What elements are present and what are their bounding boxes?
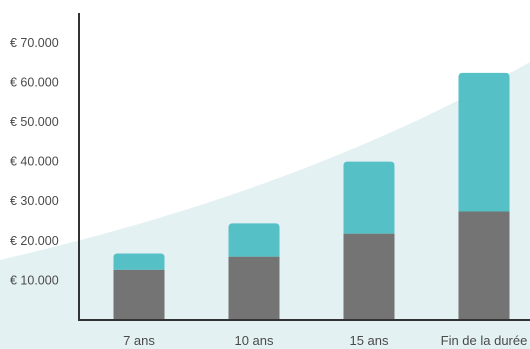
x-tick-label: Fin de la durée: [441, 333, 528, 348]
bars: [113, 72, 510, 320]
x-tick-label: 10 ans: [234, 333, 274, 348]
y-tick-label: € 70.000: [10, 36, 59, 50]
x-axis-tick-labels: 7 ans 10 ans 15 ans Fin de la durée: [123, 333, 527, 348]
y-tick-label: € 10.000: [10, 273, 59, 287]
bar-segment-base: [343, 233, 395, 320]
y-tick-label: € 30.000: [10, 194, 59, 208]
bar-segment-top: [458, 72, 510, 212]
y-axis-tick-labels: € 10.000 € 20.000 € 30.000 € 40.000 € 50.000…: [10, 36, 59, 288]
y-tick-label: € 60.000: [10, 75, 59, 89]
y-tick-label: € 20.000: [10, 234, 59, 248]
y-tick-label: € 40.000: [10, 155, 59, 169]
bar-segment-top: [228, 223, 280, 257]
bar-segment-base: [458, 211, 510, 320]
x-tick-label: 15 ans: [349, 333, 389, 348]
y-tick-label: € 50.000: [10, 115, 59, 129]
bar-segment-base: [228, 256, 280, 320]
bar-segment-base: [113, 269, 165, 320]
bar-segment-top: [113, 253, 165, 270]
bar-segment-top: [343, 161, 395, 234]
x-tick-label: 7 ans: [123, 333, 155, 348]
